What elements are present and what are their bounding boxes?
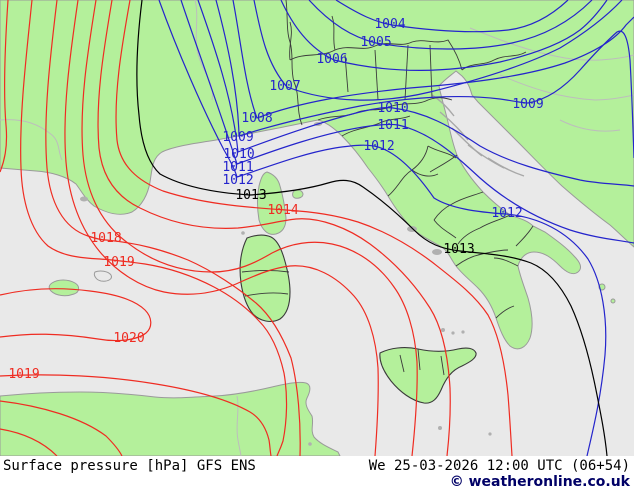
isobar-1015-line — [97, 0, 451, 456]
isobar-label: 1010 — [377, 101, 408, 116]
north-africa-land — [0, 381, 341, 456]
isobar-1019-line — [20, 0, 288, 456]
ionian-islet — [610, 298, 616, 304]
valid-time-label: We 25-03-2026 12:00 UTC (06+54) — [368, 458, 630, 474]
isobar-1006-line — [280, 0, 608, 71]
tunisia-algeria-border — [236, 395, 242, 456]
mallorca-island — [48, 279, 80, 297]
isobar-labels: 1004 1005 1006 1007 1008 1009 1010 1011 … — [8, 17, 543, 382]
isobar-africa-arc2 — [0, 428, 58, 456]
isobar-label: 1011 — [377, 118, 408, 133]
isobar-label: 1013 — [235, 188, 266, 203]
mainland-europe — [0, 0, 634, 350]
isobar-1004-line — [335, 0, 569, 33]
caption-bar: Surface pressure [hPa] GFS ENS We 25-03-… — [0, 456, 634, 490]
isobar-red-left-line — [0, 0, 9, 173]
isobar-label: 1019 — [8, 367, 39, 382]
isobar-1012-line — [158, 0, 607, 456]
isobars-blue — [158, 0, 634, 456]
isobar-1010-line — [197, 0, 634, 187]
isobar-1019-south-line — [0, 374, 272, 456]
isobar-label: 1013 — [443, 242, 474, 257]
parameter-model-label: Surface pressure [hPa] GFS ENS — [3, 458, 256, 474]
caption-row-copyright: © weatheronline.co.uk — [0, 474, 634, 490]
menorca-islet — [93, 270, 112, 282]
sicily — [379, 347, 477, 404]
isobar-label: 1019 — [103, 255, 134, 270]
isobar-label: 1008 — [241, 111, 272, 126]
dalmatian-islands — [431, 94, 525, 177]
isobar-label: 1012 — [222, 173, 253, 188]
isobar-1008-line — [232, 0, 634, 119]
isobar-label: 1007 — [269, 79, 300, 94]
isobar-1011-line — [180, 0, 634, 244]
isobar-label: 1012 — [491, 206, 522, 221]
isobar-africa-arc1 — [0, 400, 123, 456]
isobar-1013-line — [136, 0, 608, 456]
isobar-label: 1012 — [363, 139, 394, 154]
corsica — [257, 171, 287, 235]
isobar-1020-hook — [0, 288, 152, 342]
pressure-map: 1004 1005 1006 1007 1008 1009 1010 1011 … — [0, 0, 634, 456]
copyright-label: © weatheronline.co.uk — [449, 474, 630, 490]
isobar-label: 1009 — [222, 130, 253, 145]
isobar-1016-line — [81, 0, 418, 456]
map-canvas: 1004 1005 1006 1007 1008 1009 1010 1011 … — [0, 0, 634, 456]
isobar-label: 1006 — [316, 52, 347, 67]
isobar-label: 1011 — [222, 160, 253, 175]
isobars-red — [0, 0, 513, 456]
isobar-label: 1005 — [360, 35, 391, 50]
isobar-label: 1009 — [512, 97, 543, 112]
isobar-label: 1020 — [113, 331, 144, 346]
isobar-1017-line — [64, 0, 379, 456]
caption-row-main: Surface pressure [hPa] GFS ENS We 25-03-… — [0, 458, 634, 474]
isobar-label: 1010 — [223, 147, 254, 162]
isobar-1018-line — [45, 0, 301, 456]
isobar-label: 1014 — [267, 203, 298, 218]
elba-island — [292, 189, 304, 199]
isobar-label: 1004 — [374, 17, 405, 32]
isobar-1009-line — [215, 0, 634, 159]
isobar-1014-line — [115, 0, 513, 456]
isobar-1005-line — [308, 0, 593, 50]
isobar-label: 1018 — [90, 231, 121, 246]
isobar-1007-line — [253, 0, 623, 101]
